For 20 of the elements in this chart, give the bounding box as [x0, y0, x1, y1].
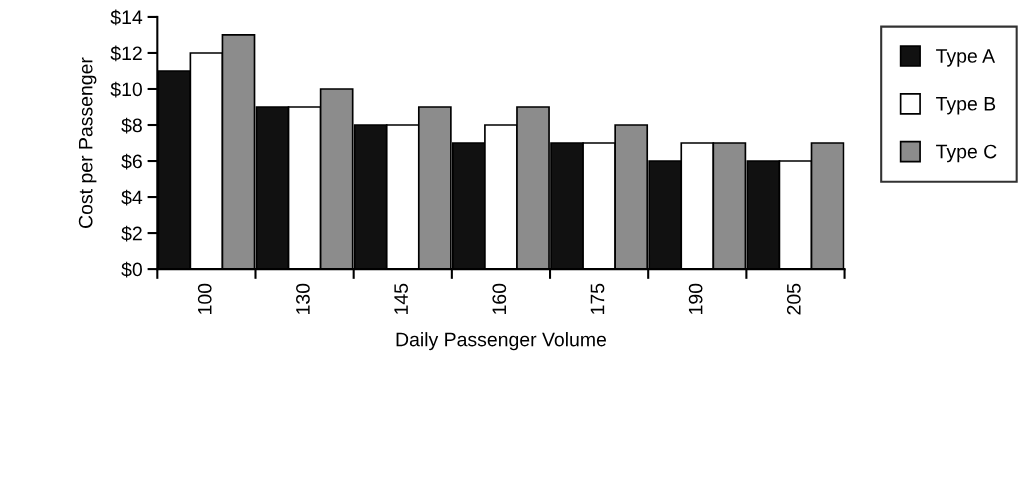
x-tick-label: 100: [197, 283, 212, 314]
x-tick-label: 145: [394, 283, 408, 314]
y-tick-label: $12: [110, 45, 142, 62]
y-tick-label: $0: [121, 261, 142, 278]
y-axis-title: Cost per Passenger: [78, 57, 97, 228]
y-tick-label: $10: [110, 81, 142, 98]
x-tick-label: 205: [786, 283, 801, 315]
x-tick-label: 160: [492, 283, 507, 314]
y-tick-label: $8: [121, 117, 142, 134]
y-tick-label: $4: [121, 189, 143, 206]
legend-label: Type A: [936, 49, 996, 67]
y-tick-label: $2: [121, 225, 142, 242]
x-tick-label: 190: [688, 283, 703, 314]
legend-label: Type B: [936, 97, 996, 115]
y-tick-label: $14: [110, 9, 143, 26]
x-axis-title: Daily Passenger Volume: [396, 332, 606, 351]
x-tick-label: 130: [296, 283, 310, 314]
legend-label: Type C: [936, 144, 997, 163]
y-tick-label: $6: [121, 153, 142, 170]
x-tick-label: 175: [590, 283, 605, 314]
